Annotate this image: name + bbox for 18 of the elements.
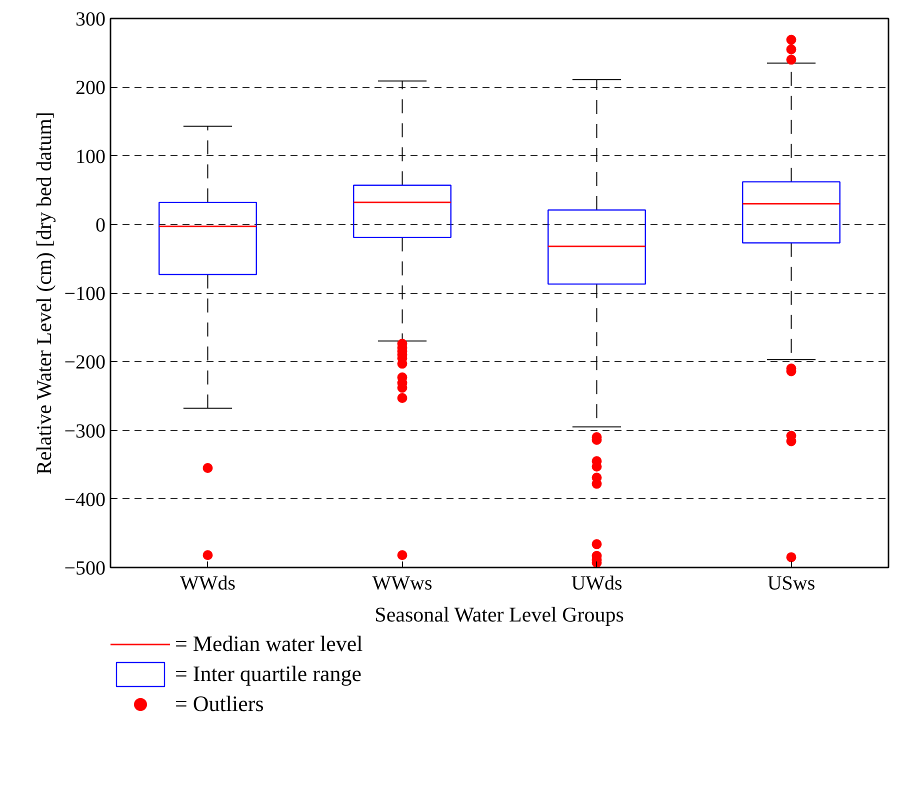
x-tick-label: USws [767,572,816,594]
y-axis-title: Relative Water Level (cm) [dry bed datum] [32,112,56,475]
y-tick-label: −500 [64,558,106,580]
x-tick-label: WWds [180,572,236,594]
y-tick-label: 100 [76,146,106,168]
y-tick-label: −300 [64,420,106,442]
y-tick-label: 0 [96,214,106,236]
y-tick-label: 300 [76,8,106,30]
legend-label: = Inter quartile range [175,660,362,688]
y-tick-label: −400 [64,488,106,511]
y-tick-label: 200 [76,77,106,100]
legend-label: = Outliers [175,690,264,718]
x-axis-title: Seasonal Water Level Groups [374,602,624,626]
y-tick-label: −100 [64,283,106,305]
x-tick-label: UWds [571,572,623,594]
x-tick-label: WWws [372,572,432,594]
text: = Median water level [175,630,363,658]
y-tick-label: −200 [64,352,106,374]
